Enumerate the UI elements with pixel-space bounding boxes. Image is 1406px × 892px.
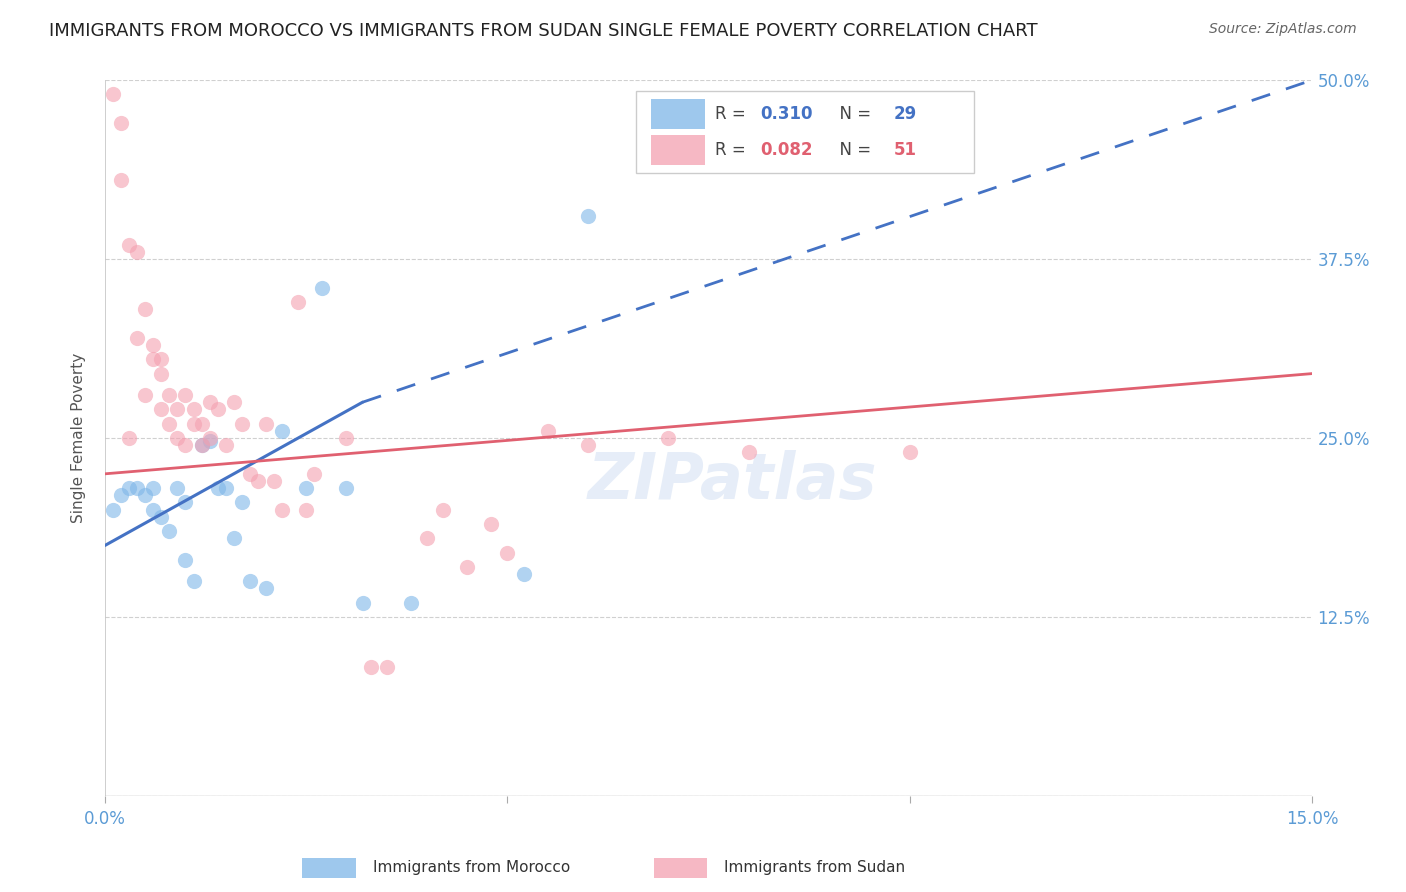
Text: 29: 29: [893, 104, 917, 123]
Point: [110, 116, 132, 130]
Point: [215, 438, 238, 452]
Point: [456, 560, 478, 574]
Point: [150, 367, 173, 381]
Point: [150, 402, 173, 417]
Point: [166, 402, 188, 417]
Point: [127, 481, 149, 495]
Point: [183, 574, 205, 589]
Point: [183, 402, 205, 417]
Point: [207, 481, 229, 495]
FancyBboxPatch shape: [637, 91, 974, 173]
Text: N =: N =: [830, 141, 877, 159]
Point: [110, 173, 132, 187]
Point: [295, 502, 318, 516]
Text: IMMIGRANTS FROM MOROCCO VS IMMIGRANTS FROM SUDAN SINGLE FEMALE POVERTY CORRELATI: IMMIGRANTS FROM MOROCCO VS IMMIGRANTS FR…: [49, 22, 1038, 40]
Point: [479, 516, 502, 531]
Point: [335, 481, 357, 495]
Point: [150, 352, 173, 367]
Point: [246, 474, 269, 488]
Point: [496, 545, 519, 559]
Point: [239, 467, 262, 481]
Point: [134, 488, 156, 502]
Point: [416, 531, 439, 545]
Text: Immigrants from Sudan: Immigrants from Sudan: [724, 861, 905, 875]
Point: [198, 434, 221, 448]
Point: [304, 467, 326, 481]
Text: N =: N =: [830, 104, 877, 123]
Point: [576, 209, 599, 223]
Point: [239, 574, 262, 589]
Point: [215, 481, 238, 495]
Text: Source: ZipAtlas.com: Source: ZipAtlas.com: [1209, 22, 1357, 37]
Point: [174, 438, 197, 452]
Text: R =: R =: [714, 141, 751, 159]
Point: [142, 481, 165, 495]
Point: [512, 567, 534, 582]
Point: [101, 502, 124, 516]
Point: [101, 87, 124, 102]
Point: [157, 417, 180, 431]
Point: [254, 417, 277, 431]
Point: [399, 596, 422, 610]
Point: [166, 431, 188, 445]
Point: [190, 417, 212, 431]
Point: [183, 417, 205, 431]
Point: [657, 431, 679, 445]
Point: [142, 502, 165, 516]
Point: [898, 445, 921, 459]
Point: [335, 431, 357, 445]
Text: 51: 51: [893, 141, 917, 159]
Text: Immigrants from Morocco: Immigrants from Morocco: [373, 861, 569, 875]
Point: [157, 388, 180, 402]
Point: [576, 438, 599, 452]
Point: [352, 596, 374, 610]
Point: [254, 582, 277, 596]
Point: [174, 495, 197, 509]
Point: [174, 553, 197, 567]
Point: [150, 509, 173, 524]
Text: 0.082: 0.082: [761, 141, 813, 159]
Text: 0.310: 0.310: [761, 104, 813, 123]
Point: [166, 481, 188, 495]
Point: [174, 388, 197, 402]
Point: [231, 495, 253, 509]
Point: [231, 417, 253, 431]
FancyBboxPatch shape: [651, 99, 704, 128]
Point: [142, 352, 165, 367]
Point: [110, 488, 132, 502]
Point: [287, 295, 309, 310]
Point: [127, 244, 149, 259]
Point: [222, 531, 245, 545]
Y-axis label: Single Female Poverty: Single Female Poverty: [72, 353, 86, 523]
Point: [134, 388, 156, 402]
Point: [190, 438, 212, 452]
Point: [360, 660, 382, 674]
Point: [311, 280, 333, 294]
Point: [271, 424, 294, 438]
Point: [271, 502, 294, 516]
Point: [263, 474, 285, 488]
Point: [222, 395, 245, 409]
Point: [118, 237, 141, 252]
Point: [738, 445, 761, 459]
Point: [295, 481, 318, 495]
Point: [118, 431, 141, 445]
Point: [142, 338, 165, 352]
Text: R =: R =: [714, 104, 751, 123]
Point: [118, 481, 141, 495]
Point: [127, 331, 149, 345]
Point: [537, 424, 560, 438]
Point: [190, 438, 212, 452]
Point: [432, 502, 454, 516]
Point: [375, 660, 398, 674]
Point: [198, 431, 221, 445]
Point: [198, 395, 221, 409]
Point: [207, 402, 229, 417]
FancyBboxPatch shape: [651, 135, 704, 165]
Text: ZIPatlas: ZIPatlas: [588, 450, 877, 512]
Point: [157, 524, 180, 538]
Point: [134, 302, 156, 317]
